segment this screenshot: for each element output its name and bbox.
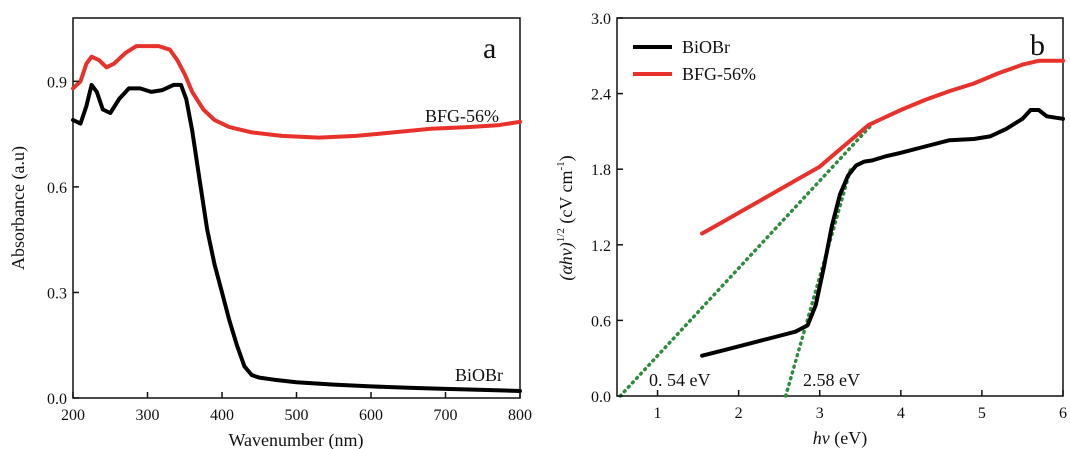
panel-b-x-tick-label: 1: [654, 405, 662, 422]
panel-b-frame: [616, 17, 1064, 397]
panel-a-x-tick-label: 500: [285, 407, 309, 424]
panel-b-x-tick-label: 4: [897, 405, 905, 422]
panel-a-x-tick-label: 800: [508, 407, 532, 424]
panel-b-series-line-biobr: [700, 108, 1065, 358]
panel-b-annotation-bandgap-1: 0. 54 eV: [649, 370, 711, 390]
panel-b-y-tick-label: 0.6: [591, 313, 611, 330]
panel-a-y-axis-title: Absorbance (a.u): [8, 146, 29, 270]
panel-a-x-tick-label: 700: [434, 407, 458, 424]
panel-b-x-axis-title: hν (eV): [813, 428, 867, 449]
panel-b-y-axis-title: (αhν)1/2 (cV cm-1): [555, 155, 577, 280]
legend-label-bfg: BFG-56%: [682, 64, 756, 84]
panel-a-annotation-biobr: BiOBr: [455, 365, 503, 385]
panel-b-y-tick-label: 2.4: [591, 87, 611, 104]
panel-b-y-tick-label: 1.8: [591, 162, 611, 179]
panel-a-annotation-bfg: BFG-56%: [425, 106, 499, 126]
panel-b-y-tick-label: 0.0: [591, 389, 611, 406]
panel-b-series-line-bfg-56: [700, 58, 1065, 236]
panel-a-x-tick-label: 400: [210, 407, 234, 424]
panel-b-x-tick-label: 6: [1059, 405, 1067, 422]
panel-b-tangent-fit-line-1: [618, 119, 877, 398]
panel-a-series-line-bfg-56: [71, 44, 522, 140]
panel-a-y-tick-label: 0.6: [47, 180, 67, 197]
panel-a-absorbance-chart: 200 300 400 500 600 700 800 0.0 0.3 0.6 0.9 a BFG…: [8, 17, 532, 449]
panel-b-x-tick-label: 5: [978, 405, 986, 422]
panel-b-x-tick-label: 2: [735, 405, 743, 422]
legend-label-biobr: BiOBr: [682, 37, 730, 57]
panel-b-annotation-bandgap-2: 2.58 eV: [803, 370, 860, 390]
panel-a-x-tick-label: 300: [136, 407, 160, 424]
panel-b-x-tick-label: 3: [816, 405, 824, 422]
panel-a-y-tick-label: 0.9: [47, 74, 67, 91]
panel-b-y-tick-label: 1.2: [591, 238, 611, 255]
panel-a-frame: [72, 17, 521, 399]
panel-a-x-tick-label: 200: [61, 407, 85, 424]
panel-b-legend: BiOBr BFG-56%: [633, 37, 756, 84]
panel-b-letter: b: [1030, 29, 1045, 62]
panel-a-x-tick-label: 600: [359, 407, 383, 424]
panel-b-tauc-chart: 1 2 3 4 5 6 0.0 0.6 1.2 1.8 2.4 3.0 b BiOBr BFG-56…: [555, 11, 1067, 449]
panel-b-tangent-fit-line-2: [783, 167, 853, 398]
panel-a-y-tick-label: 0.3: [47, 285, 67, 302]
panel-a-letter: a: [483, 32, 496, 65]
panel-a-y-tick-label: 0.0: [47, 391, 67, 408]
panel-a-series-line-biobr: [71, 82, 522, 393]
panel-a-x-axis-title: Wavenumber (nm): [229, 430, 364, 449]
panel-b-y-tick-label: 3.0: [591, 11, 611, 28]
